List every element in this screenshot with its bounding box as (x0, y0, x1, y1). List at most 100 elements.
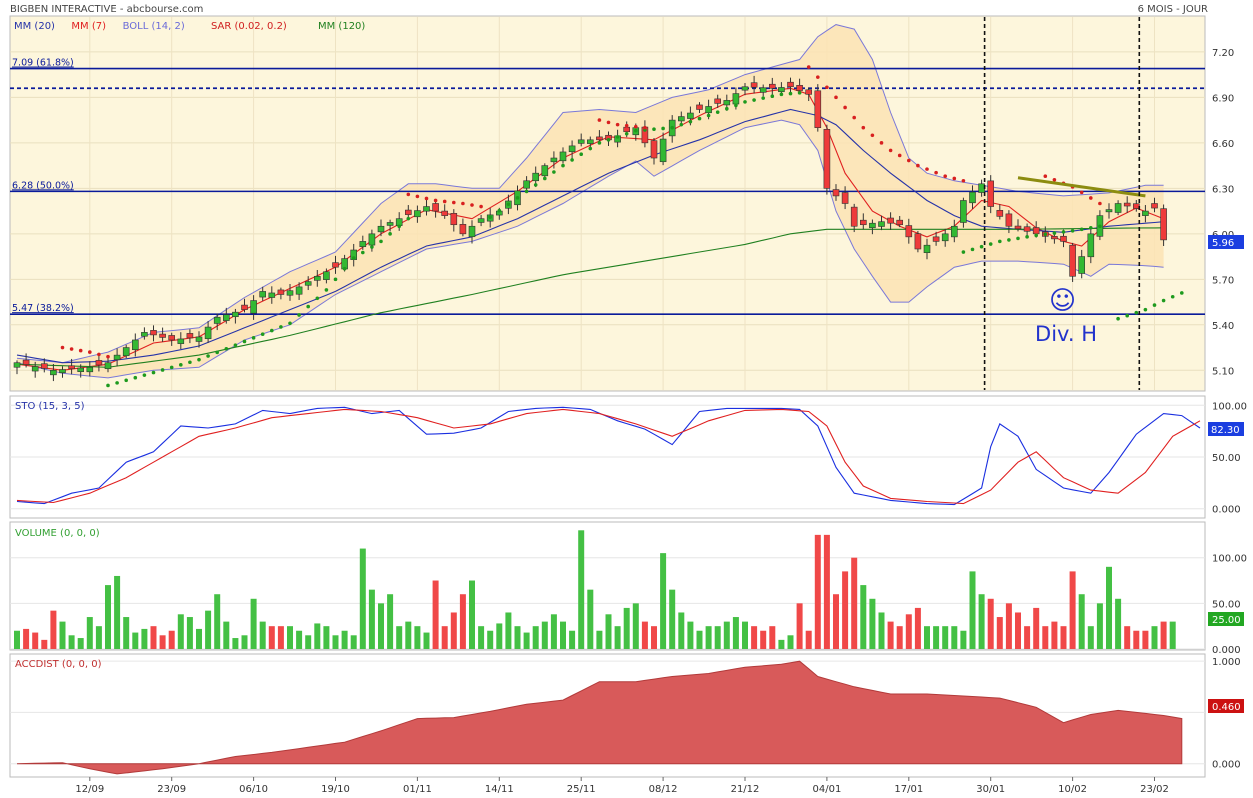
sar-dot-down (406, 192, 411, 197)
candle-up (468, 225, 476, 238)
candle-up (723, 100, 731, 106)
sto-last-badge (1208, 422, 1244, 436)
sar-dot-up (142, 373, 147, 377)
price-tick-label: 6.30 (1212, 184, 1234, 195)
price-legend-item: SAR (0.02, 0.2) (211, 21, 287, 32)
price-tick-label: 6.60 (1212, 139, 1234, 150)
volume-bar (505, 612, 512, 649)
volume-bar (678, 612, 685, 649)
x-tick-label: 21/12 (731, 784, 760, 795)
sar-dot-up (1134, 310, 1139, 315)
volume-bar (268, 626, 275, 649)
x-tick-label: 23/09 (157, 784, 186, 795)
sar-dot-up (552, 170, 556, 174)
sar-dot-down (870, 133, 875, 138)
volume-bar (150, 626, 157, 649)
candle-up (550, 157, 558, 163)
candle-down (623, 126, 631, 133)
candle-down (332, 262, 339, 268)
sar-dot-up (506, 202, 511, 207)
candle-up (377, 225, 385, 233)
sar-dot-down (916, 163, 920, 168)
candle-down (168, 335, 175, 341)
sar-dot-up (1034, 233, 1038, 238)
candle-up (541, 165, 549, 177)
candle-up (268, 292, 276, 298)
candle-down (1032, 227, 1040, 235)
volume-bar (523, 632, 530, 649)
sar-dot-up (124, 378, 128, 383)
candle-down (186, 333, 194, 339)
volume-bar (514, 626, 521, 649)
volume-bar (541, 621, 548, 649)
accdist-tick-label: 1.000 (1212, 657, 1241, 668)
sar-dot-up (1061, 230, 1066, 234)
candle-up (941, 233, 949, 242)
volume-bar (1051, 621, 1058, 649)
volume-bar (287, 626, 293, 649)
volume-bar (550, 614, 557, 649)
sar-dot-up (761, 96, 765, 100)
sar-dot-down (442, 199, 447, 204)
candle-down (714, 98, 722, 104)
volume-tick-label: 0.000 (1212, 645, 1241, 656)
sar-dot-up (379, 239, 383, 244)
sar-dot-down (952, 176, 957, 181)
volume-bar (1087, 626, 1094, 649)
candle-up (286, 290, 294, 296)
candle-up (1142, 210, 1149, 216)
candle-up (1114, 203, 1122, 213)
volume-bar (432, 580, 439, 649)
candle-down (441, 210, 449, 216)
candle-up (577, 139, 585, 144)
sar-dot-down (1079, 190, 1084, 195)
candle-down (914, 233, 922, 250)
volume-bar (341, 630, 348, 649)
sar-dot-down (433, 198, 438, 203)
candle-up (423, 206, 430, 212)
candle-down (1060, 235, 1067, 242)
volume-bar (823, 534, 830, 649)
sar-dot-down (1089, 196, 1093, 200)
candle-down (787, 81, 794, 88)
candle-up (1087, 233, 1095, 258)
sar-dot-up (1089, 225, 1093, 230)
candle-up (759, 87, 767, 93)
volume-bar (532, 626, 539, 649)
candle-down (40, 363, 48, 369)
candle-up (523, 180, 530, 189)
sar-dot-up (697, 116, 702, 121)
sar-dot-up (533, 183, 538, 187)
volume-bar (196, 628, 202, 649)
volume-bar (869, 598, 876, 649)
candle-down (996, 210, 1004, 217)
sar-dot-up (497, 208, 502, 213)
volume-bar (732, 617, 739, 649)
ma-line (16, 227, 1164, 368)
sar-dot-down (424, 196, 429, 201)
sto-grid (10, 404, 1205, 510)
volume-bar (77, 638, 84, 649)
candle-up (386, 222, 394, 226)
candle-up (313, 275, 321, 281)
volume-bar (95, 626, 102, 649)
x-tick-label: 23/02 (1140, 784, 1169, 795)
candle-up (213, 316, 221, 324)
volume-bar (796, 603, 803, 649)
sar-dot-down (452, 200, 456, 205)
volume-bar (423, 632, 430, 649)
volume-bar (814, 534, 821, 649)
sar-dot-down (961, 178, 966, 183)
x-tick-label: 19/10 (321, 784, 350, 795)
annotations: ☺ Div. H (1017, 176, 1146, 346)
candle-up (304, 281, 312, 286)
candle-down (887, 217, 894, 224)
candlesticks (13, 75, 1167, 382)
volume-bar (305, 635, 312, 649)
volume-bar (660, 553, 667, 649)
volume-bar (496, 623, 503, 649)
sar-dot-up (652, 127, 656, 132)
volume-last-badge (1208, 612, 1244, 626)
x-tick-label: 10/02 (1058, 784, 1087, 795)
volume-bar (478, 626, 485, 649)
